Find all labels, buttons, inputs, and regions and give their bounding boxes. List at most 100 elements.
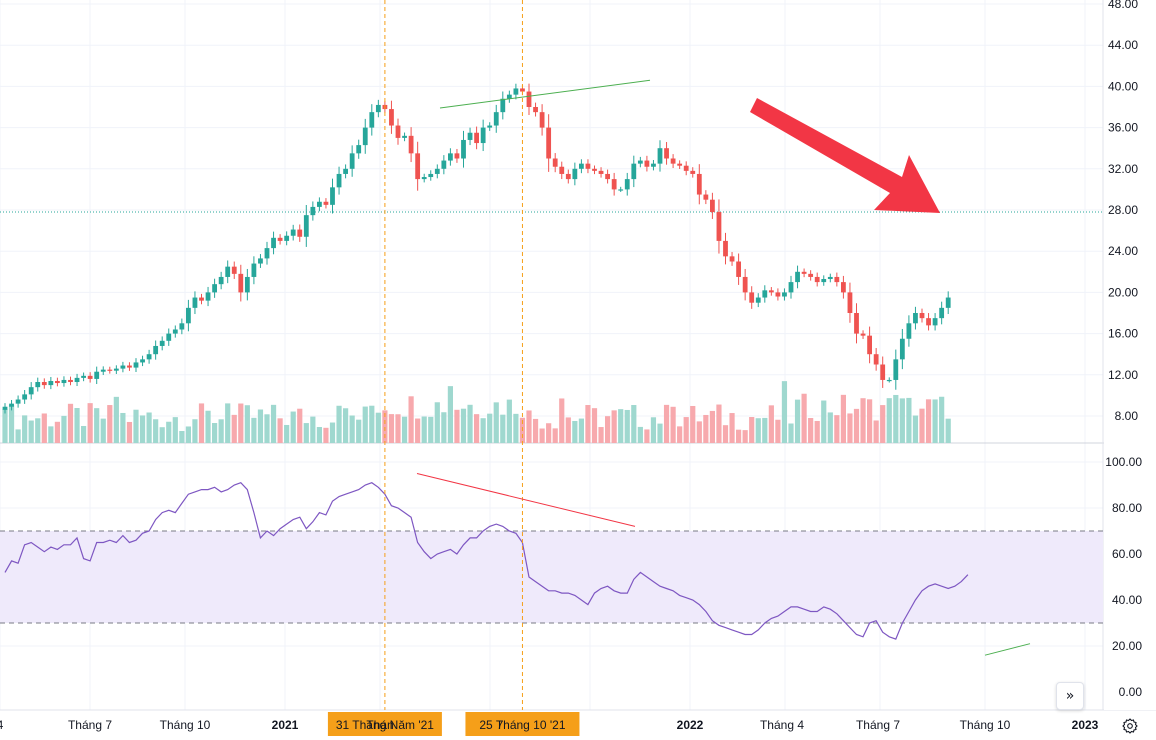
- candle-body: [939, 307, 945, 319]
- candle-body: [310, 206, 316, 216]
- candle-body: [146, 354, 152, 360]
- volume-bar: [500, 414, 506, 443]
- volume-bar: [788, 423, 794, 443]
- candle-body: [231, 266, 237, 274]
- volume-bar: [67, 403, 74, 443]
- candle-body: [28, 387, 34, 395]
- candle-body: [487, 125, 493, 128]
- volume-bar: [218, 419, 224, 443]
- volume-bar: [873, 420, 879, 443]
- price-tick-label: 28.00: [1108, 203, 1138, 217]
- volume-bar: [886, 398, 892, 443]
- candle-body: [474, 132, 479, 144]
- volume-bar: [631, 405, 637, 443]
- candle-body: [579, 163, 584, 169]
- candle-body: [598, 170, 604, 174]
- candle-body: [264, 248, 270, 259]
- candle-body: [277, 237, 283, 241]
- candle-body: [657, 148, 663, 164]
- candle-body: [317, 201, 322, 207]
- candle-body: [140, 359, 145, 363]
- candle-body: [670, 158, 676, 164]
- volume-bar: [48, 426, 54, 443]
- volume-bar: [303, 423, 309, 443]
- candle-body: [768, 290, 774, 293]
- candle-body: [834, 276, 840, 283]
- rsi-tick-label: 0.00: [1119, 685, 1143, 699]
- volume-bar: [814, 420, 820, 443]
- volume-bar: [192, 419, 198, 443]
- price-axis-bg: [1104, 0, 1156, 710]
- candle-body: [238, 273, 244, 293]
- volume-bar: [159, 427, 165, 443]
- candle-body: [199, 297, 204, 301]
- candle-body: [742, 276, 748, 293]
- price-tick-label: 12.00: [1108, 368, 1138, 382]
- candle-body: [356, 145, 362, 154]
- candle-body: [572, 168, 578, 180]
- volume-bar: [781, 381, 788, 443]
- price-tick-label: 44.00: [1108, 38, 1138, 52]
- time-tick-label: 7: [497, 718, 504, 732]
- volume-bar: [480, 418, 486, 443]
- volume-bar: [736, 429, 742, 443]
- volume-bar: [362, 406, 368, 443]
- candles[interactable]: [2, 83, 951, 414]
- candle-body: [605, 173, 610, 180]
- candle-body: [500, 98, 506, 113]
- volume-bar: [28, 420, 34, 443]
- candle-body: [592, 168, 597, 171]
- price-tick-label: 40.00: [1108, 79, 1138, 93]
- volume-bar: [15, 429, 21, 443]
- rsi-series: [4, 482, 969, 640]
- volume-bar: [611, 410, 617, 443]
- settings-button[interactable]: [1120, 716, 1140, 736]
- volume-bar: [277, 418, 283, 443]
- volume-bar: [487, 413, 493, 443]
- volume-bar: [663, 404, 670, 443]
- volume-bar: [880, 405, 886, 443]
- candle-body: [133, 362, 139, 368]
- candle-body: [480, 127, 486, 144]
- candle-body: [552, 158, 558, 167]
- candle-body: [506, 94, 512, 99]
- candle-body: [618, 189, 624, 191]
- scroll-to-realtime-button[interactable]: »: [1056, 682, 1084, 710]
- volume-bar: [264, 414, 270, 443]
- candle-body: [74, 377, 80, 383]
- candle-body: [172, 329, 178, 334]
- candle-body: [48, 380, 54, 386]
- candle-body: [166, 333, 172, 341]
- volume-bar: [762, 417, 768, 443]
- volume-bar: [126, 421, 133, 443]
- candle-body: [395, 125, 401, 138]
- volume-bar: [81, 425, 87, 443]
- candle-body: [461, 139, 466, 159]
- volume-bar: [238, 403, 244, 443]
- volume-bars: [2, 381, 951, 443]
- candle-body: [55, 380, 60, 384]
- volume-bar: [408, 396, 414, 443]
- volume-bar: [231, 414, 237, 443]
- candle-body: [899, 338, 905, 360]
- time-tick-label: Tháng 7: [68, 718, 112, 732]
- volume-bar: [677, 426, 683, 443]
- volume-bar: [821, 400, 827, 443]
- volume-bar: [493, 402, 499, 443]
- volume-bar: [513, 413, 519, 443]
- volume-bar: [356, 419, 362, 443]
- volume-bar: [703, 414, 709, 443]
- price-tick-label: 48.00: [1108, 0, 1138, 11]
- price-tick-label: 24.00: [1108, 244, 1138, 258]
- candle-body: [343, 168, 348, 174]
- volume-bar: [546, 423, 552, 443]
- candle-body: [749, 292, 755, 303]
- candle-body: [330, 187, 335, 205]
- rsi-band: [0, 530, 1103, 624]
- volume-bar: [742, 430, 748, 443]
- date-marker-label: 31 Tháng Năm '21: [336, 718, 434, 732]
- candle-body: [867, 335, 872, 355]
- candle-body: [526, 91, 532, 107]
- candle-body: [919, 313, 925, 319]
